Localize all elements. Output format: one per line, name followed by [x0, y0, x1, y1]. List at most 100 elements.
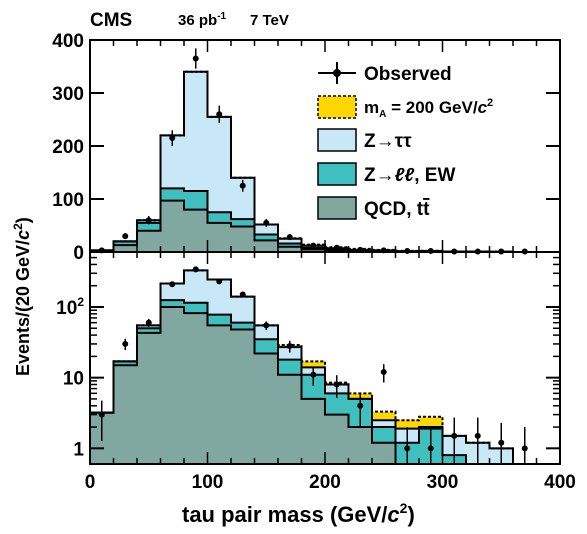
bottom-xtick-label: 200 [309, 472, 341, 493]
top-observed-point [263, 219, 270, 226]
bottom-observed-point [239, 291, 246, 298]
bottom-qcd-bar [137, 332, 161, 464]
top-observed-point [192, 55, 199, 62]
bottom-observed-point [169, 281, 176, 288]
top-qcd-bar [231, 226, 255, 252]
top-observed-point [145, 217, 152, 224]
top-observed-point [286, 234, 293, 241]
legend-zll-swatch [317, 162, 357, 186]
bottom-observed-point [98, 411, 105, 418]
bottom-observed-point [404, 445, 411, 452]
bottom-observed-point [192, 266, 199, 273]
bottom-observed-point [122, 340, 129, 347]
bottom-xtick-label: 100 [192, 472, 224, 493]
legend-qcd-text: QCD, t [364, 199, 424, 220]
legend-zll-a: Z→ [364, 165, 395, 186]
top-ytick-label: 300 [52, 84, 84, 105]
bottom-observed-point [498, 439, 505, 446]
bottom-qcd-bar [372, 442, 396, 464]
y-axis-title: Events/(20 GeV/c2) [11, 217, 33, 376]
legend-signal-swatch [317, 95, 357, 119]
legend-ztt-label: Z→ττ [364, 131, 412, 152]
bottom-panel-observed [98, 266, 528, 464]
bottom-qcd-bar [254, 353, 278, 464]
top-observed-point [98, 247, 105, 254]
x-axis-title-main: tau pair mass (GeV/ [182, 502, 387, 527]
bottom-qcd-bar [348, 427, 372, 464]
top-observed-point [122, 233, 129, 240]
legend-zll: Z→ℓℓ, EW [317, 162, 455, 186]
top-observed-point [310, 242, 317, 249]
legend-observed: Observed [318, 62, 452, 85]
top-observed-point [451, 248, 458, 255]
y-axis-title-exp: 2 [11, 223, 25, 230]
bottom-xtick-label: 400 [544, 472, 576, 493]
bottom-qcd-bar [325, 414, 349, 464]
bottom-xtick-label: 300 [427, 472, 459, 493]
bottom-panel-axis: 1 10 102 0 100 200 300 400 [56, 251, 576, 493]
top-panel-observed [98, 48, 528, 255]
top-observed-point [427, 247, 434, 254]
bottom-qcd-bar [301, 398, 325, 464]
x-axis-title-close: ) [407, 502, 414, 527]
legend-signal: mA = 200 GeV/c2 [317, 95, 493, 120]
energy-label: 7 TeV [250, 12, 289, 29]
x-axis-title: tau pair mass (GeV/c2) [182, 500, 415, 527]
bottom-observed-point [145, 319, 152, 326]
top-observed-point [357, 246, 364, 253]
legend-qcd-tbar: t [423, 199, 430, 220]
bottom-qcd-bar [207, 325, 231, 464]
top-observed-point [333, 244, 340, 251]
x-axis-title-exp: 2 [400, 500, 408, 516]
lumi-exponent: -1 [217, 11, 226, 22]
lumi-value: 36 pb [178, 12, 217, 29]
legend-zll-b: ℓℓ [395, 165, 415, 186]
legend: Observed mA = 200 GeV/c2 Z→ττ Z→ℓℓ, EW Q… [317, 62, 493, 220]
top-qcd-bar [254, 240, 278, 252]
top-observed-point [169, 135, 176, 142]
legend-observed-label: Observed [364, 64, 452, 85]
x-axis-title-c: c [387, 502, 399, 527]
bottom-ytick-label: 102 [56, 295, 84, 319]
top-observed-point [216, 111, 223, 118]
top-observed-point [474, 248, 481, 255]
bottom-signal-outline [89, 269, 560, 465]
bottom-observed-point [333, 381, 340, 388]
top-qcd-bar [113, 245, 137, 252]
top-ytick-label: 100 [52, 190, 84, 211]
top-qcd-bar [137, 230, 161, 252]
top-qcd-bar [160, 200, 184, 252]
legend-qcd: QCD, tt [317, 196, 430, 220]
bottom-observed-point [216, 278, 223, 285]
bottom-observed-point [310, 371, 317, 378]
top-qcd-bar [278, 246, 302, 252]
y-axis-title-c: c [13, 230, 33, 240]
top-observed-point [521, 248, 528, 255]
legend-qcd-label: QCD, tt [364, 199, 430, 220]
legend-zll-label: Z→ℓℓ, EW [364, 165, 455, 186]
experiment-label: CMS [90, 10, 132, 31]
y-axis-title-close: ) [13, 217, 33, 223]
top-qcd-bar [184, 209, 208, 252]
bottom-xtick-label: 0 [85, 472, 96, 493]
bottom-panel-stack [89, 269, 560, 465]
top-ytick-label: 200 [52, 137, 84, 158]
top-qcd-bar [301, 249, 325, 252]
bottom-ytick-label: 1 [73, 439, 84, 460]
bottom-observed-point [451, 432, 458, 439]
bottom-qcd-bar [278, 374, 302, 464]
legend-signal-label: mA = 200 GeV/c2 [364, 97, 493, 120]
top-qcd-bar [207, 222, 231, 252]
legend-zll-c: , EW [414, 165, 455, 186]
top-observed-point [498, 248, 505, 255]
top-panel-axis: 0 100 200 300 400 [52, 31, 561, 264]
bottom-observed-point [357, 402, 364, 409]
legend-ztt-swatch [317, 128, 357, 152]
bottom-observed-point [380, 369, 387, 376]
bottom-observed-point [263, 322, 270, 329]
top-ytick-label: 400 [52, 31, 84, 52]
bottom-qcd-bar [160, 306, 184, 464]
legend-signal-sub: A [379, 109, 386, 120]
bottom-ytick-label: 10 [63, 369, 84, 390]
legend-signal-m: m [364, 98, 379, 117]
